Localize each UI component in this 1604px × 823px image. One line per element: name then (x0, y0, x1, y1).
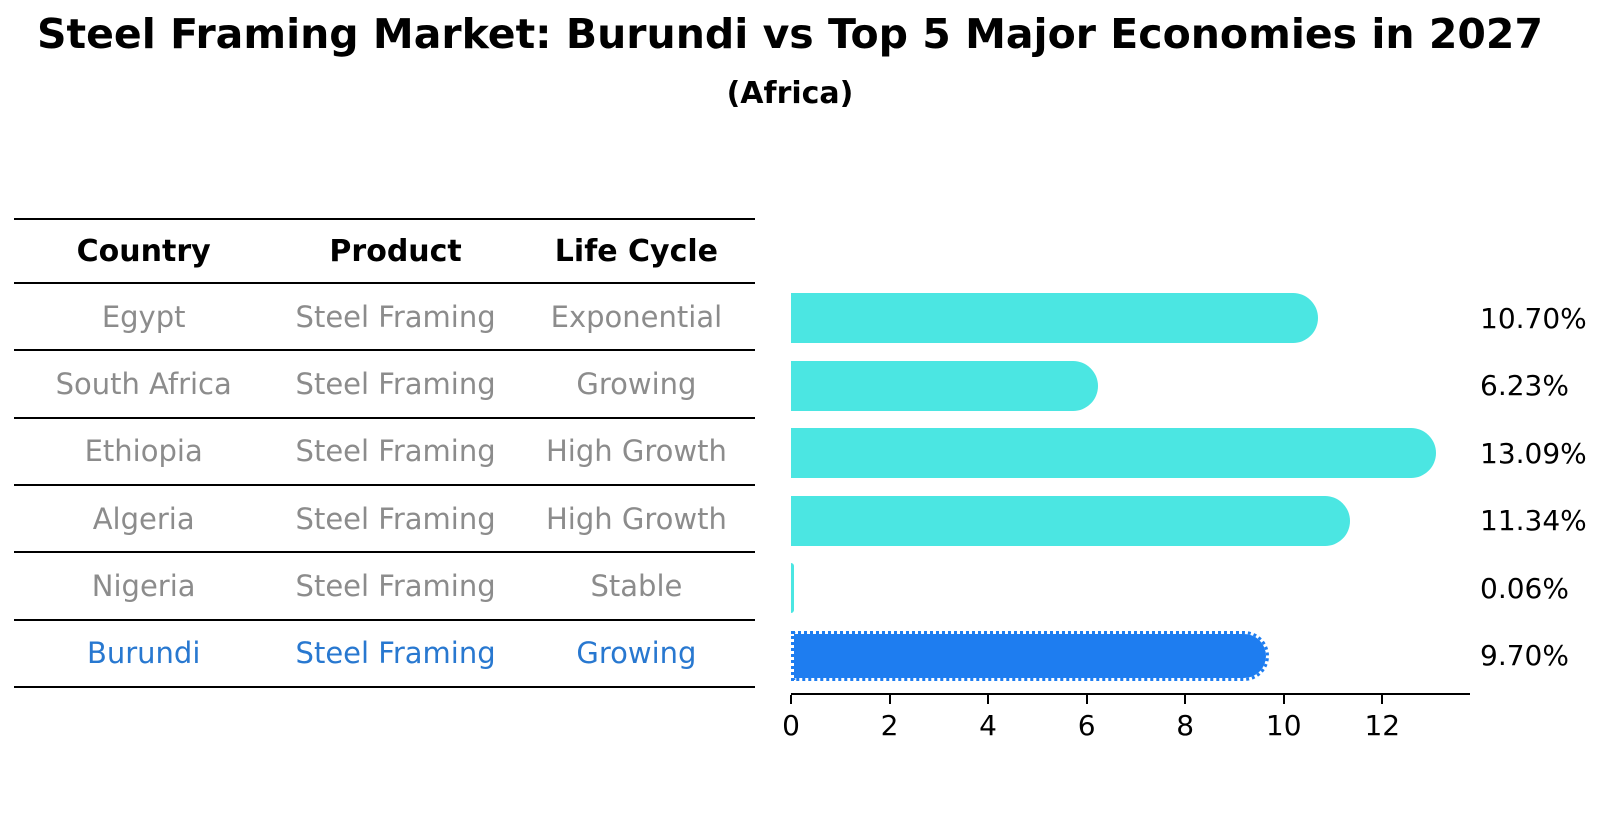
bar-south-africa (791, 360, 1098, 411)
cell-product: Steel Framing (295, 568, 496, 603)
tick-mark (987, 695, 990, 704)
table-row-burundi: Burundi Steel Framing Growing (14, 621, 755, 688)
cell-country: Egypt (101, 299, 186, 334)
table-header-row: Country Product Life Cycle (14, 220, 755, 284)
table-row-south-africa: South Africa Steel Framing Growing (14, 351, 755, 419)
value-label-burundi: 9.70% (1480, 639, 1569, 672)
tick-mark (1085, 695, 1088, 704)
table-row-egypt: Egypt Steel Framing Exponential (14, 284, 755, 352)
country-table: Country Product Life Cycle Egypt Steel F… (14, 218, 755, 688)
cell-life-cycle: Growing (576, 636, 697, 671)
col-header-life-cycle: Life Cycle (554, 233, 719, 269)
table-row-ethiopia: Ethiopia Steel Framing High Growth (14, 419, 755, 486)
cell-life-cycle: High Growth (545, 434, 727, 469)
tick-label: 10 (1265, 709, 1302, 742)
table-row-algeria: Algeria Steel Framing High Growth (14, 486, 755, 554)
cell-product: Steel Framing (295, 299, 496, 334)
cell-product: Steel Framing (295, 434, 496, 469)
tick-label: 0 (782, 709, 800, 742)
cell-country: Algeria (92, 501, 195, 536)
cell-life-cycle: Stable (590, 568, 683, 603)
tick-label: 6 (1077, 709, 1096, 742)
table-row-nigeria: Nigeria Steel Framing Stable (14, 553, 755, 621)
value-label-south-africa: 6.23% (1480, 369, 1569, 402)
cell-country: Burundi (86, 636, 201, 671)
tick-label: 8 (1176, 709, 1195, 742)
cell-country: Ethiopia (84, 434, 203, 469)
bar-algeria (791, 495, 1350, 546)
cell-product: Steel Framing (295, 366, 496, 401)
tick-mark (888, 695, 891, 704)
tick-label: 12 (1364, 709, 1401, 742)
cell-country: South Africa (55, 366, 232, 401)
tick-mark (790, 695, 792, 704)
cell-product: Steel Framing (295, 636, 496, 671)
tick-label: 2 (880, 709, 899, 742)
x-axis-line (791, 693, 1470, 695)
tick-mark (1184, 695, 1187, 704)
cell-country: Nigeria (91, 568, 196, 603)
col-header-country: Country (76, 233, 211, 269)
bar-burundi (791, 630, 1269, 681)
cell-life-cycle: High Growth (545, 501, 727, 536)
value-label-egypt: 10.70% (1480, 301, 1587, 335)
tick-mark (1381, 695, 1384, 704)
tick-label: 4 (979, 709, 998, 742)
bar-egypt (791, 293, 1319, 343)
tick-mark (1282, 695, 1285, 704)
bar-nigeria (791, 563, 794, 613)
cell-product: Steel Framing (295, 501, 496, 536)
chart-title: Steel Framing Market: Burundi vs Top 5 M… (37, 10, 1543, 58)
bar-ethiopia (791, 428, 1436, 478)
cell-life-cycle: Growing (576, 366, 697, 401)
cell-life-cycle: Exponential (550, 299, 723, 334)
value-label-ethiopia: 13.09% (1480, 436, 1587, 470)
chart-subtitle: (Africa) (726, 76, 854, 111)
col-header-product: Product (329, 233, 462, 269)
value-label-algeria: 11.34% (1480, 504, 1587, 537)
value-label-nigeria: 0.06% (1480, 571, 1569, 605)
